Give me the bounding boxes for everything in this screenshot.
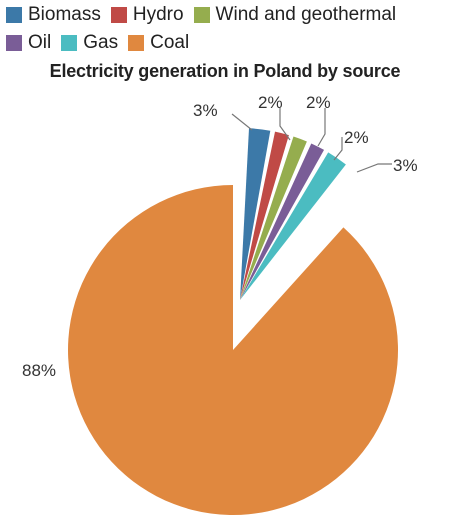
legend-label-wind-and-geothermal: Wind and geothermal	[215, 4, 397, 25]
data-label-oil: 2%	[344, 128, 369, 147]
legend-label-coal: Coal	[150, 32, 190, 53]
legend-item-hydro: Hydro	[110, 2, 184, 28]
leader-line-biomass	[231, 113, 253, 131]
data-label-biomass: 3%	[193, 101, 218, 120]
legend-swatch-gas	[61, 35, 78, 51]
leader-line-wind-and-geothermal	[317, 108, 326, 147]
legend-swatch-hydro	[110, 7, 127, 23]
slice-coal	[68, 185, 399, 515]
data-label-coal: 88%	[22, 361, 56, 380]
leader-line-hydro	[279, 108, 291, 141]
slice-wind-and-geothermal	[240, 136, 307, 300]
data-label-gas: 3%	[393, 156, 418, 175]
legend-swatch-biomass	[6, 7, 22, 23]
legend-item-coal: Coal	[128, 30, 189, 56]
legend-label-biomass: Biomass	[28, 4, 101, 25]
data-label-wind-and-geothermal: 2%	[306, 93, 331, 112]
legend-item-gas: Gas	[61, 30, 118, 56]
leader-line-gas	[356, 163, 392, 173]
legend-swatch-wind-and-geothermal	[193, 7, 210, 23]
slice-gas	[240, 152, 346, 300]
legend-label-hydro: Hydro	[132, 4, 184, 25]
legend-swatch-coal	[128, 35, 145, 51]
legend-item-biomass: Biomass	[6, 2, 101, 28]
legend: Biomass Hydro Wind and geothermal Oil Ga…	[6, 2, 446, 56]
data-label-hydro: 2%	[258, 93, 283, 112]
slice-hydro	[240, 131, 289, 300]
legend-label-oil: Oil	[28, 32, 52, 53]
legend-item-wind-and-geothermal: Wind and geothermal	[193, 2, 397, 28]
legend-label-gas: Gas	[83, 32, 119, 53]
legend-swatch-oil	[6, 35, 22, 51]
slice-oil	[240, 143, 325, 300]
chart-title: Electricity generation in Poland by sour…	[49, 61, 401, 81]
legend-item-oil: Oil	[6, 30, 51, 56]
slice-biomass	[240, 128, 271, 300]
leader-line-oil	[333, 137, 343, 161]
